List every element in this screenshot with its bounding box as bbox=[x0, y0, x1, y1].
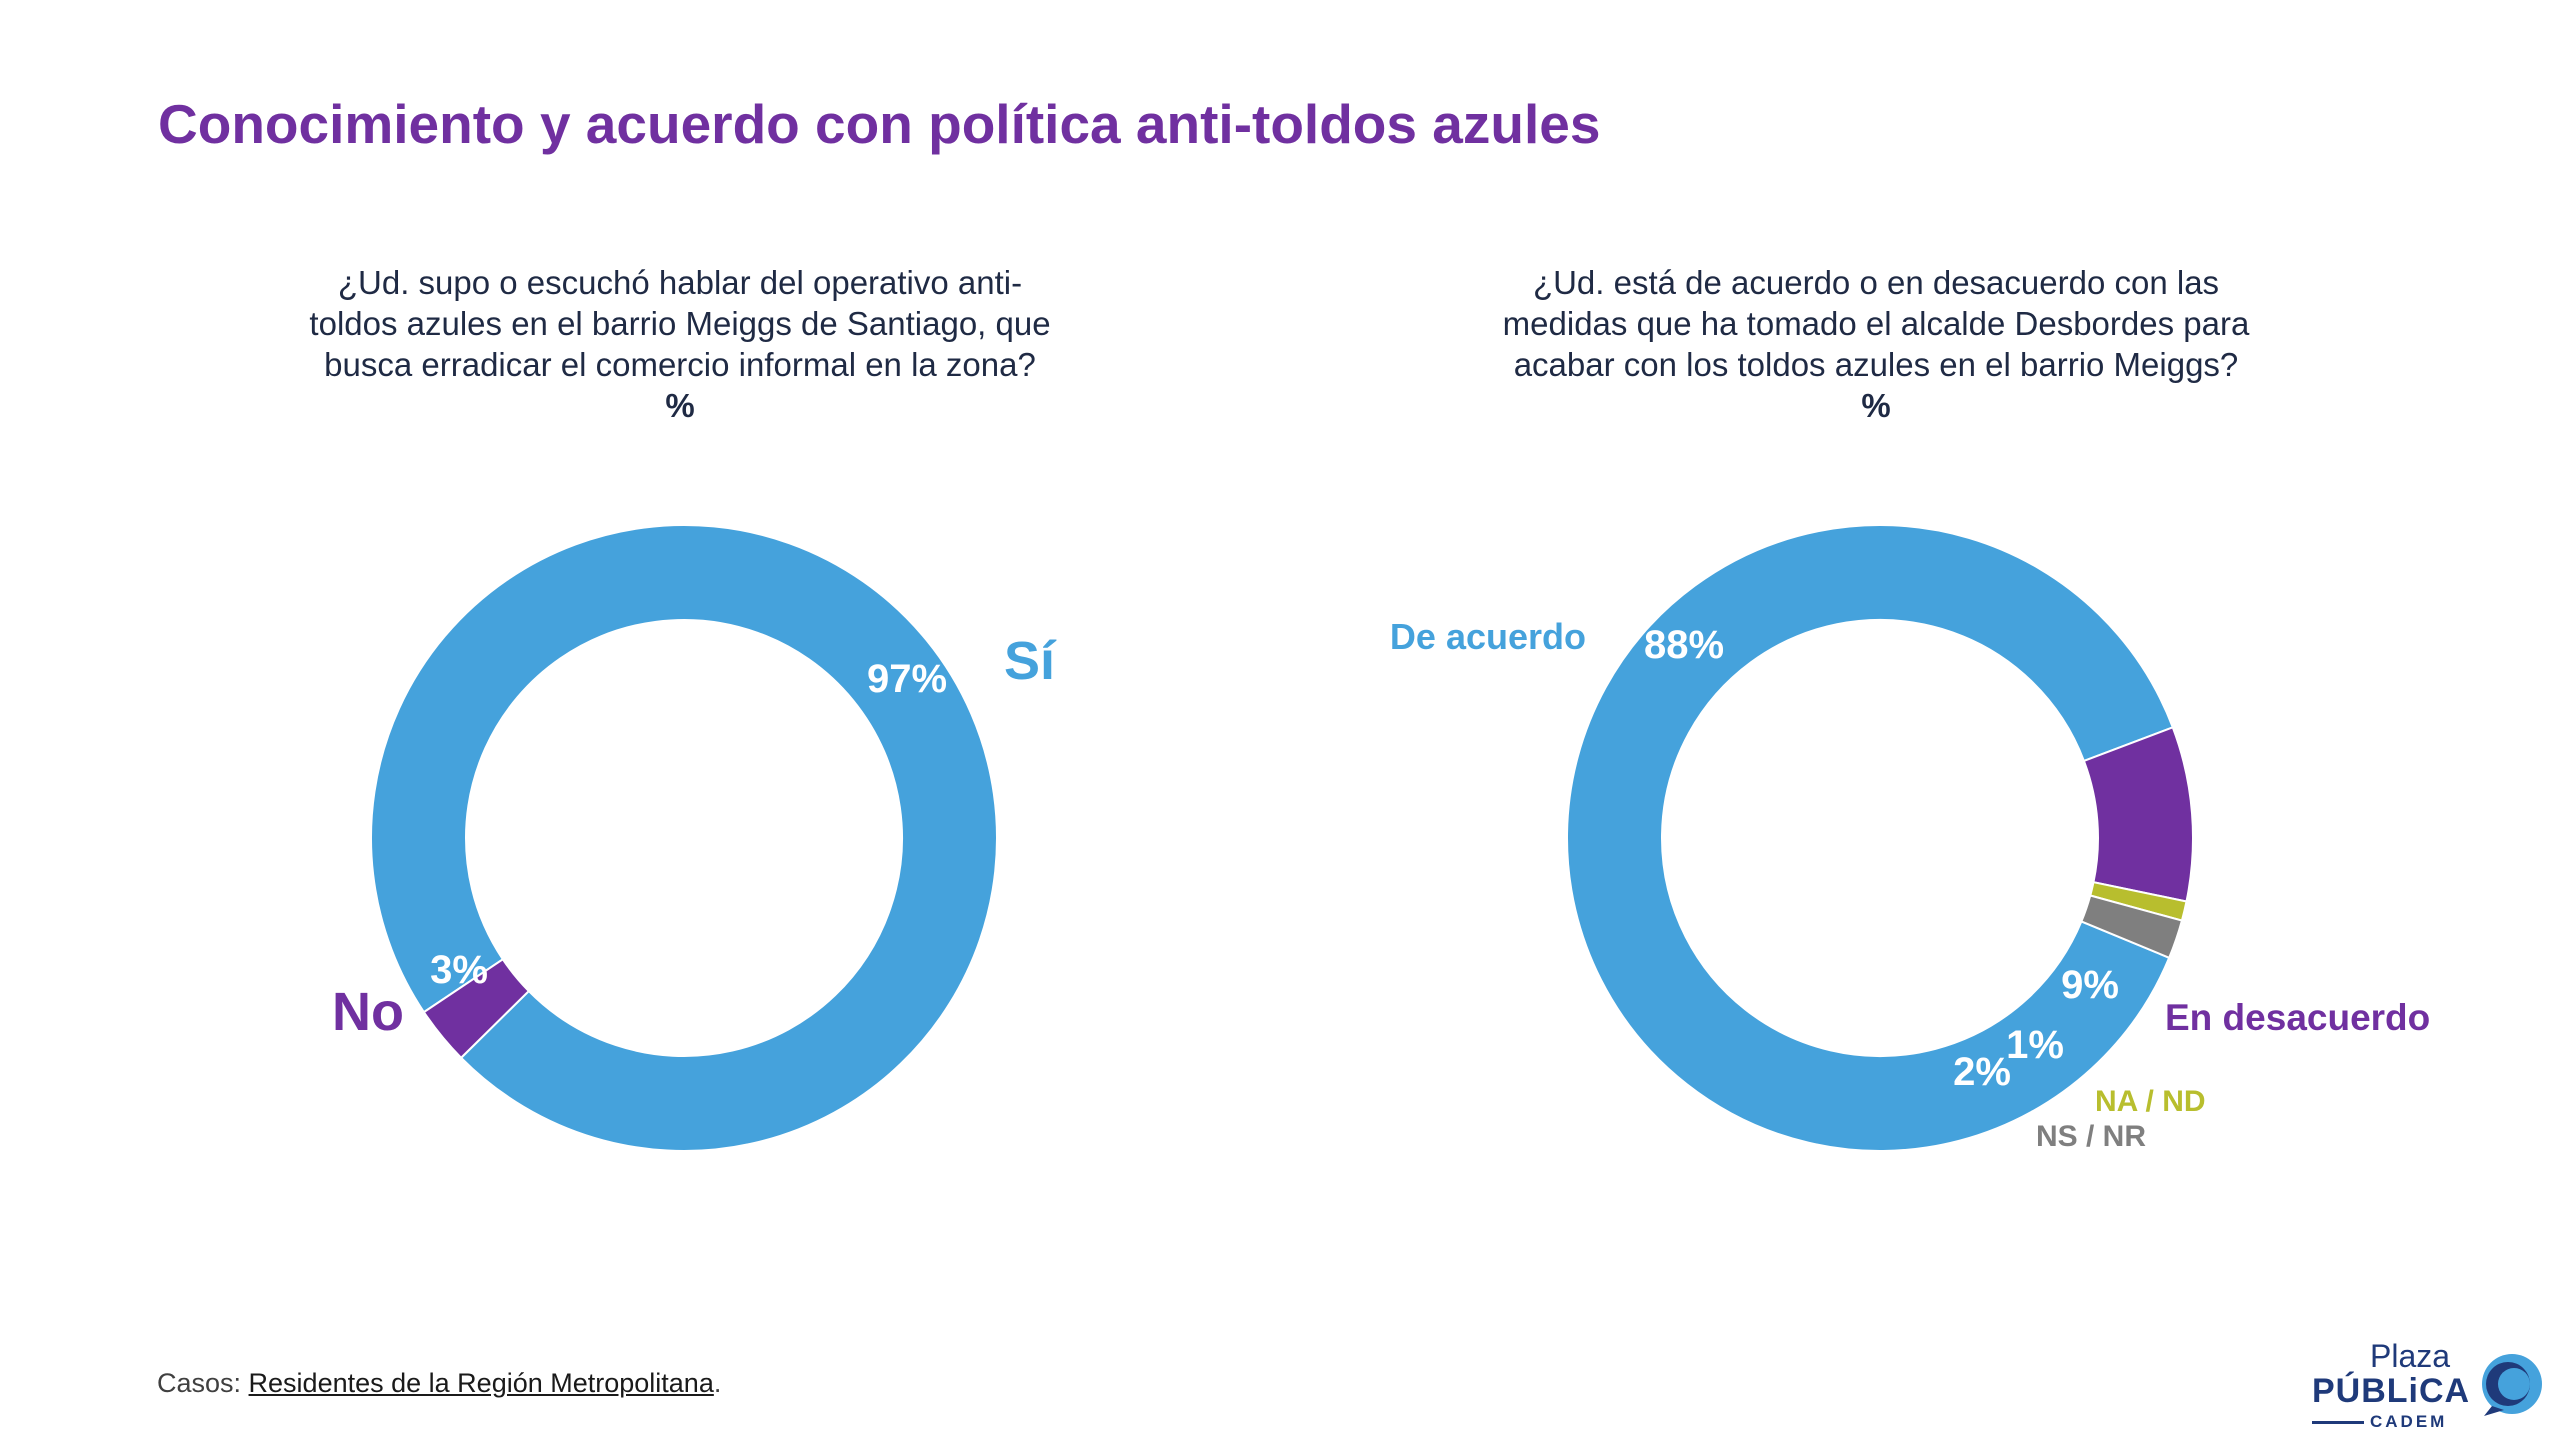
logo-plaza: Plaza bbox=[2370, 1338, 2451, 1374]
category-label-ns-nr: NS / NR bbox=[2036, 1120, 2146, 1153]
value-label-na-nd: 1% bbox=[2006, 1023, 2064, 1067]
slice-si bbox=[370, 523, 998, 1152]
question-right-line-2: medidas que ha tomado el alcalde Desbord… bbox=[1502, 305, 2250, 342]
value-label-de-acuerdo: 88% bbox=[1644, 623, 1724, 667]
footer-cases: Casos: Residentes de la Región Metropoli… bbox=[157, 1368, 721, 1399]
category-label-no: No bbox=[332, 982, 404, 1042]
value-label-ns-nr: 2% bbox=[1953, 1050, 2011, 1094]
logo-speech-bubble-icon bbox=[2482, 1354, 2542, 1416]
plaza-publica-logo: Plaza PÚBLiCA CADEM bbox=[2310, 1338, 2550, 1438]
value-label-no: 3% bbox=[430, 948, 488, 992]
logo-publica: PÚBLiCA bbox=[2312, 1372, 2471, 1410]
page-title: Conocimiento y acuerdo con política anti… bbox=[158, 93, 1601, 155]
value-label-en-desacuerdo: 9% bbox=[2061, 963, 2119, 1007]
question-left-line-1: ¿Ud. supo o escuchó hablar del operativo… bbox=[337, 264, 1023, 301]
question-left-line-2: toldos azules en el barrio Meiggs de San… bbox=[309, 305, 1051, 342]
footer-prefix: Casos: bbox=[157, 1368, 249, 1398]
question-left-unit: % bbox=[665, 387, 695, 424]
slice-de-acuerdo bbox=[1566, 524, 2175, 1152]
question-right: ¿Ud. está de acuerdo o en desacuerdo con… bbox=[1436, 262, 2316, 426]
value-label-si: 97% bbox=[867, 657, 947, 701]
footer-suffix: . bbox=[713, 1368, 722, 1398]
footer-link[interactable]: Residentes de la Región Metropolitana bbox=[248, 1368, 714, 1398]
logo-underline bbox=[2312, 1421, 2364, 1424]
question-left-line-3: busca erradicar el comercio informal en … bbox=[324, 346, 1036, 383]
slice-no bbox=[422, 957, 531, 1060]
category-label-de-acuerdo: De acuerdo bbox=[1390, 616, 1586, 657]
question-right-line-3: acabar con los toldos azules en el barri… bbox=[1513, 346, 2239, 383]
question-left: ¿Ud. supo o escuchó hablar del operativo… bbox=[240, 262, 1120, 426]
category-label-na-nd: NA / ND bbox=[2095, 1085, 2206, 1118]
question-right-line-1: ¿Ud. está de acuerdo o en desacuerdo con… bbox=[1532, 264, 2220, 301]
question-right-unit: % bbox=[1861, 387, 1891, 424]
category-label-en-desacuerdo: En desacuerdo bbox=[2165, 997, 2430, 1038]
logo-cadem: CADEM bbox=[2370, 1412, 2448, 1431]
slice-ns-nr bbox=[2080, 894, 2184, 960]
category-label-si: Sí bbox=[1004, 631, 1057, 691]
